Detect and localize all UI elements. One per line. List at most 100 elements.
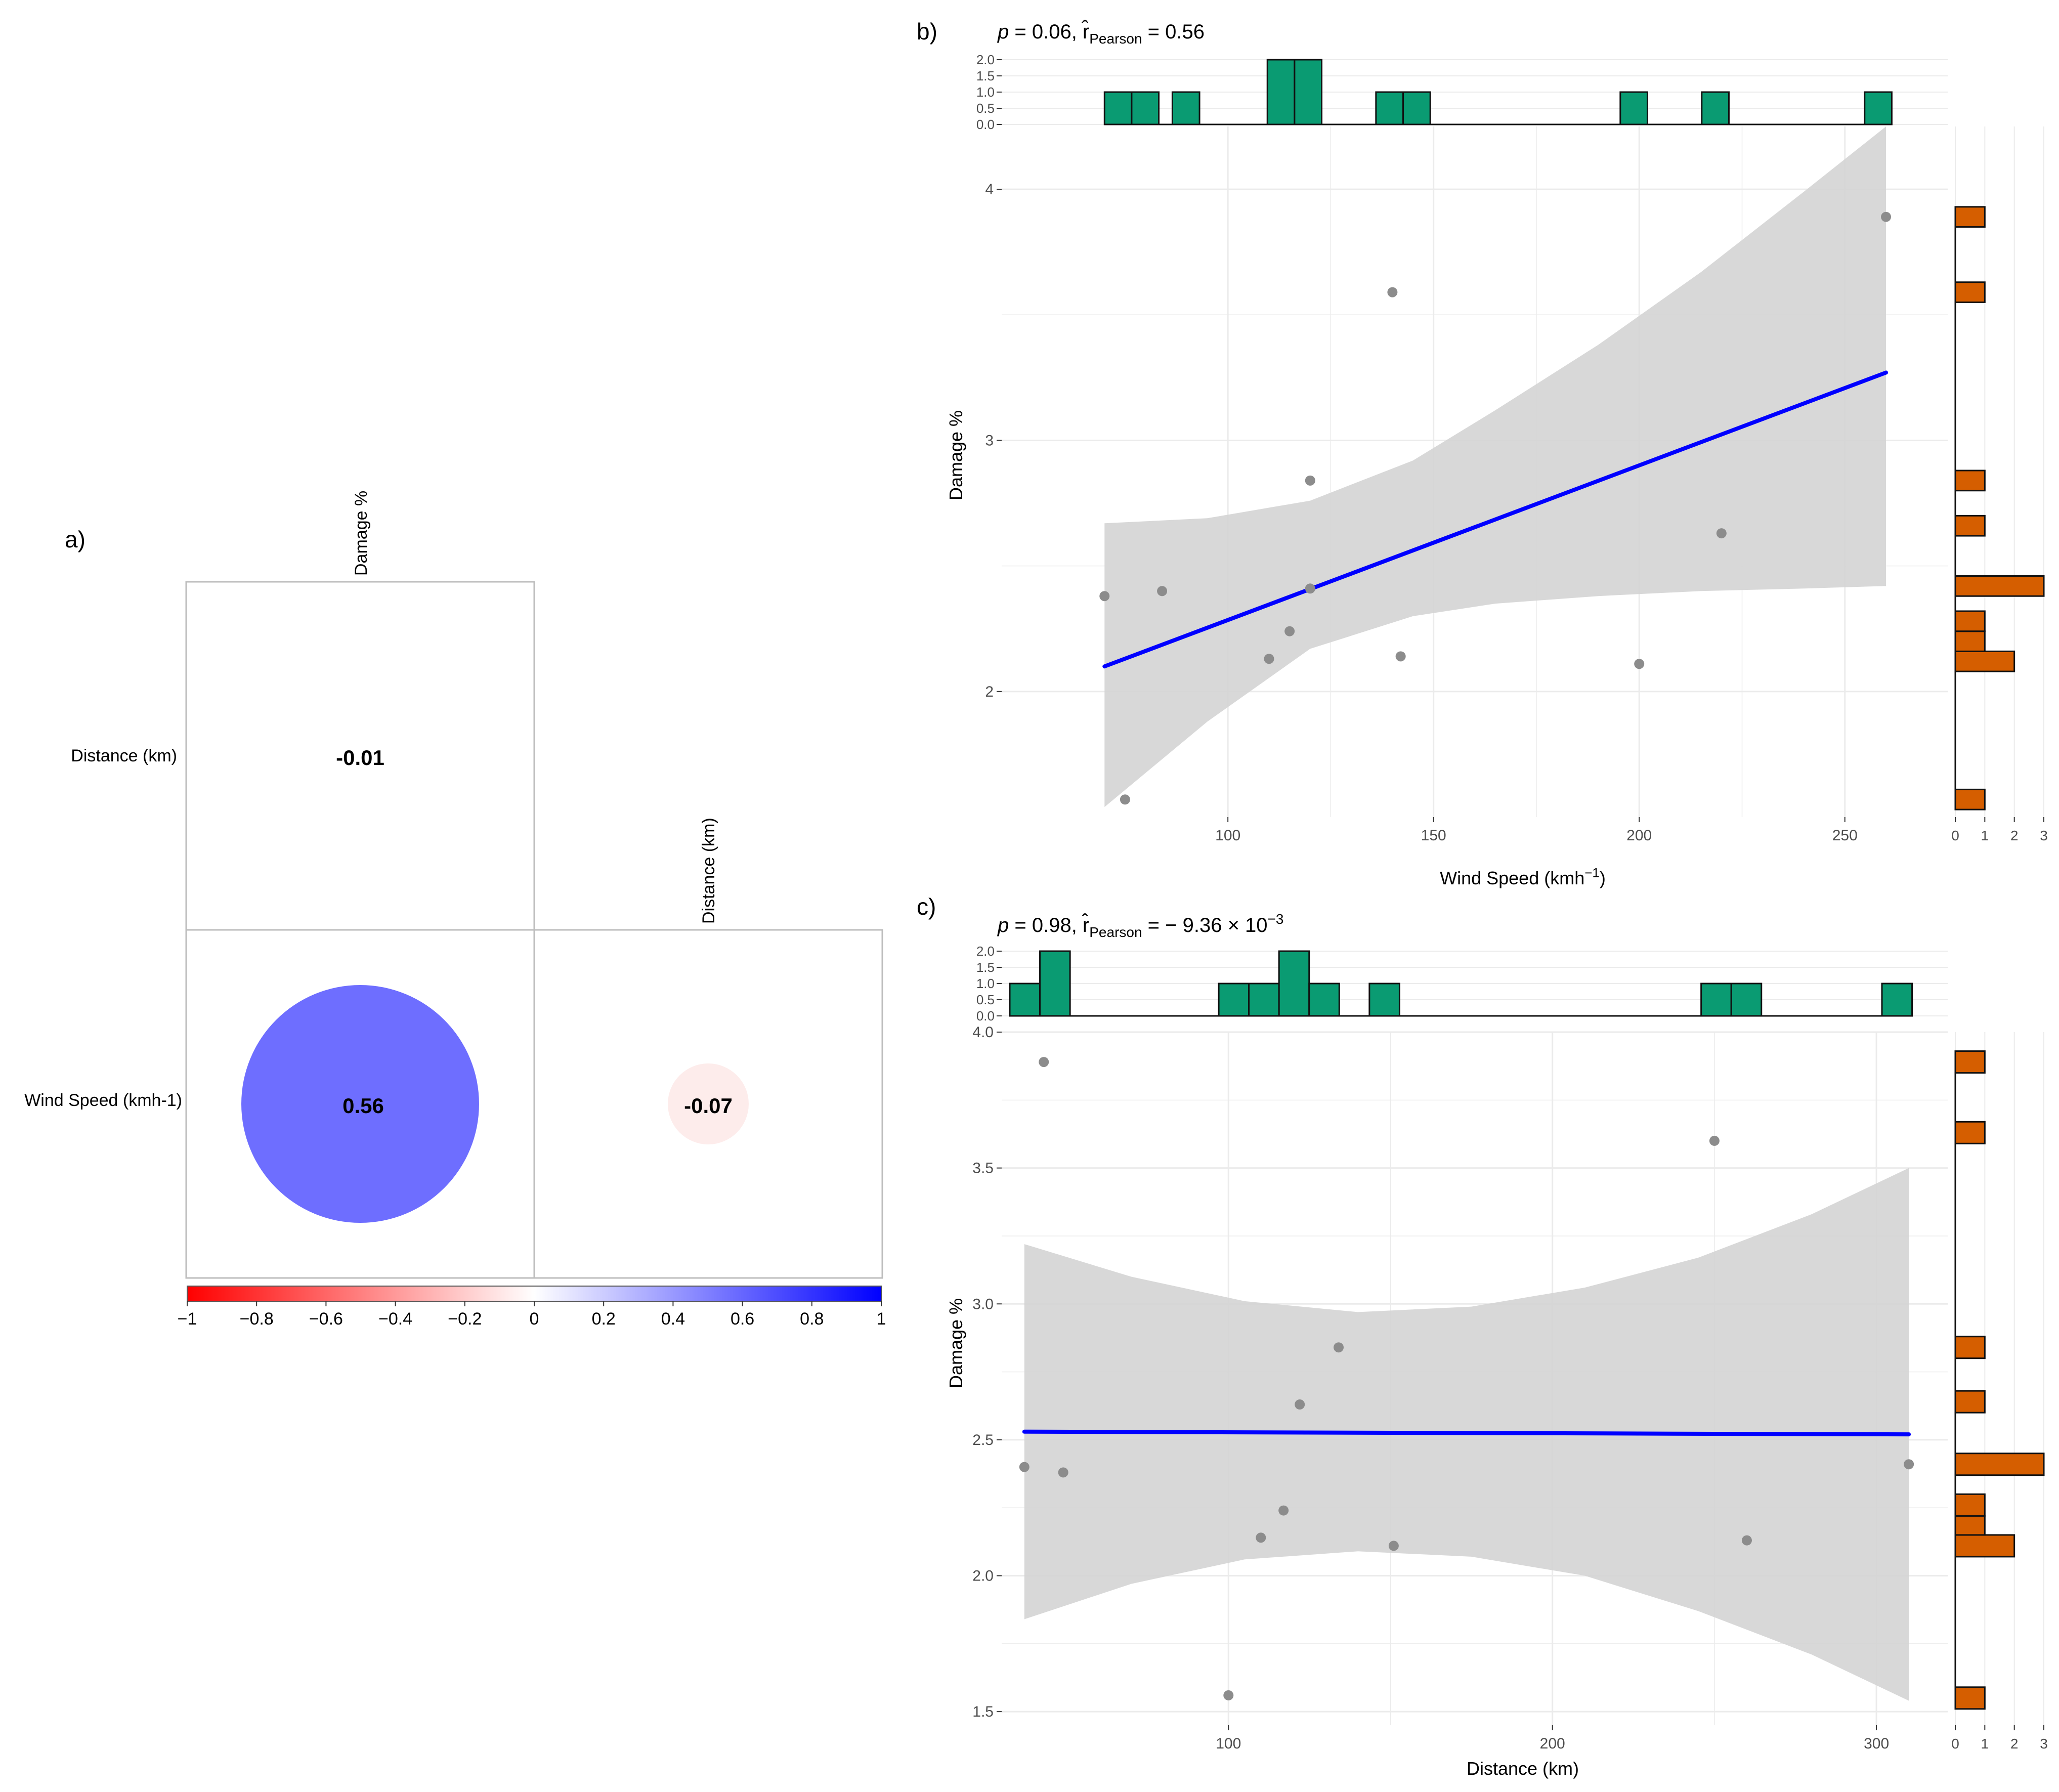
top-hist-bar xyxy=(1278,950,1310,1017)
panel-c-label: c) xyxy=(917,893,936,920)
panel-c-stat-title: p = 0.98, r̂Pearson = − 9.36 × 10−3 xyxy=(997,911,1283,940)
colorbar-tick-label: −0.2 xyxy=(448,1309,482,1329)
data-point xyxy=(1039,1057,1049,1068)
x-tick-label: 200 xyxy=(1540,1735,1565,1752)
top-hist-y-tick-label: 2.0 xyxy=(976,944,995,959)
right-hist-bar xyxy=(1954,650,2015,672)
data-point xyxy=(1395,651,1406,662)
confidence-band xyxy=(1104,126,1886,807)
wind-speed-top-histogram: 0.00.51.01.52.0 xyxy=(976,52,1948,132)
colorbar-tick-label: 0.2 xyxy=(592,1309,616,1329)
right-hist-x-tick-label: 2 xyxy=(2010,828,2019,843)
corr-cell-distance-damage xyxy=(185,581,535,931)
right-hist-bar xyxy=(1954,1336,1986,1359)
top-hist-bar xyxy=(1039,950,1071,1017)
top-hist-bar xyxy=(1619,91,1648,125)
colorbar-tick-label: 1 xyxy=(877,1309,886,1329)
top-hist-bar xyxy=(1218,983,1250,1017)
right-hist-bar xyxy=(1954,610,1986,632)
top-hist-bar xyxy=(1701,91,1730,125)
data-point xyxy=(1716,528,1727,539)
corr-value-wind-distance: -0.07 xyxy=(684,1094,733,1118)
top-hist-bar xyxy=(1103,91,1133,125)
right-hist-bar xyxy=(1954,630,1986,652)
panel-c-r-exponent: −3 xyxy=(1268,911,1284,927)
panel-c-r-value: − 9.36 × 10 xyxy=(1165,914,1267,936)
distance-main-plot: 100 200 300 1.5 2.0 2.5 3.0 3.5 4.0 xyxy=(972,1024,1948,1752)
top-hist-y-tick-label: 0.0 xyxy=(976,1008,995,1023)
wind-speed-main-plot: 100 150 200 250 2 3 4 xyxy=(985,126,1948,844)
top-hist-y-tick-label: 0.0 xyxy=(976,117,995,132)
top-hist-y-tick-label: 0.5 xyxy=(976,101,995,116)
right-hist-bar xyxy=(1954,1515,1986,1536)
row-label-distance: Distance (km) xyxy=(71,746,177,765)
y-tick-label: 4 xyxy=(985,181,994,198)
x-tick-label: 150 xyxy=(1421,827,1446,844)
top-hist-bar xyxy=(1730,983,1763,1017)
data-point xyxy=(1019,1462,1030,1472)
data-point xyxy=(1157,586,1168,596)
distance-top-histogram: 0.00.51.01.52.0 xyxy=(976,944,1948,1023)
top-hist-bar xyxy=(1308,983,1340,1017)
data-point xyxy=(1388,1541,1399,1551)
y-tick-label: 2.0 xyxy=(972,1568,994,1585)
right-hist-bar xyxy=(1954,515,1986,537)
panel-c-xlabel: Distance (km) xyxy=(1467,1758,1579,1779)
corr-value-distance-damage: -0.01 xyxy=(336,746,384,770)
y-tick-label: 2.5 xyxy=(972,1432,994,1448)
colorbar-tick-label: −1 xyxy=(178,1309,197,1329)
right-hist-x-tick-label: 0 xyxy=(1951,1736,1959,1752)
colorbar-tick-label: 0.6 xyxy=(731,1309,754,1329)
y-tick-label: 3.5 xyxy=(972,1160,994,1177)
right-hist-bar xyxy=(1954,1121,1986,1144)
regression-line xyxy=(1102,370,1889,669)
data-point xyxy=(1305,583,1315,594)
data-point xyxy=(1387,287,1398,297)
column-label-damage: Damage % xyxy=(352,491,371,576)
panel-b-xlabel-text: Wind Speed (kmh xyxy=(1440,868,1584,888)
colorbar-tick-label: −0.8 xyxy=(240,1309,274,1329)
right-hist-x-tick-label: 2 xyxy=(2010,1736,2019,1752)
top-hist-bar xyxy=(1131,91,1160,125)
right-hist-x-tick-label: 0 xyxy=(1951,828,1959,843)
data-point xyxy=(1058,1467,1068,1478)
y-tick-label: 3 xyxy=(985,432,994,449)
data-point xyxy=(1099,591,1110,602)
right-hist-x-tick-label: 3 xyxy=(2040,828,2048,843)
damage-right-histogram-c: 0 1 2 3 xyxy=(1951,1032,2048,1752)
right-hist-bar xyxy=(1954,1686,1986,1710)
data-point xyxy=(1334,1342,1344,1353)
panel-c-p-value: 0.98 xyxy=(1032,914,1071,936)
colorbar-tick-label: −0.6 xyxy=(309,1309,343,1329)
panel-b-xlabel-sup: −1 xyxy=(1584,865,1600,880)
right-hist-bar xyxy=(1954,281,1986,303)
top-hist-y-tick-label: 1.0 xyxy=(976,84,995,100)
x-tick-label: 200 xyxy=(1626,827,1652,844)
data-point xyxy=(1223,1690,1234,1700)
data-point xyxy=(1278,1505,1289,1516)
panel-a-label: a) xyxy=(65,526,85,552)
x-tick-label: 300 xyxy=(1864,1735,1889,1752)
panel-b-label: b) xyxy=(917,18,937,45)
right-hist-bar xyxy=(1954,1534,2015,1558)
y-tick-label: 2 xyxy=(985,684,994,700)
top-hist-y-tick-label: 0.5 xyxy=(976,992,995,1007)
data-point xyxy=(1295,1399,1305,1410)
top-hist-y-tick-label: 1.0 xyxy=(976,976,995,991)
regression-line xyxy=(1022,1429,1911,1437)
right-hist-bar xyxy=(1954,1493,1986,1517)
right-hist-bar xyxy=(1954,1453,2045,1476)
colorbar-ticks: −1 −0.8 −0.6 −0.4 −0.2 0 0.2 0.4 0.6 0.8 1 xyxy=(178,1301,886,1329)
colorbar xyxy=(187,1286,882,1302)
panel-b-ylabel: Damage % xyxy=(946,410,966,500)
top-hist-bar xyxy=(1402,91,1431,125)
y-tick-label: 3.0 xyxy=(972,1296,994,1312)
y-tick-label: 1.5 xyxy=(972,1703,994,1720)
top-hist-y-tick-label: 1.5 xyxy=(976,960,995,975)
panel-b-p-value: 0.06 xyxy=(1032,21,1071,43)
top-hist-y-tick-label: 2.0 xyxy=(976,52,995,67)
data-point xyxy=(1741,1535,1752,1546)
damage-right-histogram-b: 0 1 2 3 xyxy=(1951,126,2048,843)
colorbar-tick-label: 0.8 xyxy=(800,1309,824,1329)
